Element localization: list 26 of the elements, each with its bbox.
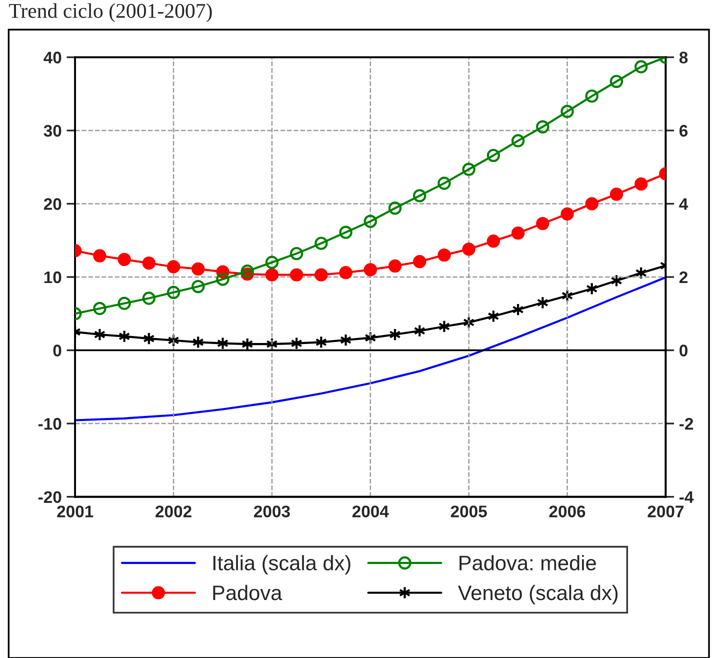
x-tick-label: 2001 xyxy=(57,506,94,518)
legend-label: Padova: medie xyxy=(460,555,596,570)
y2-tick-label: 4 xyxy=(679,198,688,210)
y2-tick-label: -2 xyxy=(680,418,694,430)
y-tick-label: 0 xyxy=(53,344,62,356)
y2-tick-label: 6 xyxy=(679,124,688,137)
y-tick-label: 40 xyxy=(44,52,62,64)
y2-tick-label: 8 xyxy=(679,52,688,64)
x-tick-label: 2004 xyxy=(352,506,389,518)
x-tick-label: 2003 xyxy=(254,506,290,518)
y-tick-label: 10 xyxy=(44,271,62,284)
legend-label: Veneto (scala dx) xyxy=(458,584,618,604)
y-tick-label: 30 xyxy=(44,124,62,137)
x-tick-label: 2002 xyxy=(156,506,192,518)
y2-tick-label: -4 xyxy=(680,491,694,503)
legend-label: Italia (scala dx) xyxy=(213,555,350,575)
legend-label: Padova xyxy=(213,584,282,600)
y-tick-label: 20 xyxy=(44,198,62,210)
chart-title: Trend ciclo (2001-2007) xyxy=(9,3,212,22)
x-tick-label: 2006 xyxy=(549,506,586,518)
x-tick-label: 2007 xyxy=(648,506,684,518)
y2-tick-label: 0 xyxy=(680,344,688,356)
x-tick-label: 2005 xyxy=(450,506,487,518)
y-tick-label: -10 xyxy=(38,418,62,430)
y2-tick-label: 2 xyxy=(679,271,688,284)
y-tick-label: -20 xyxy=(38,491,62,503)
